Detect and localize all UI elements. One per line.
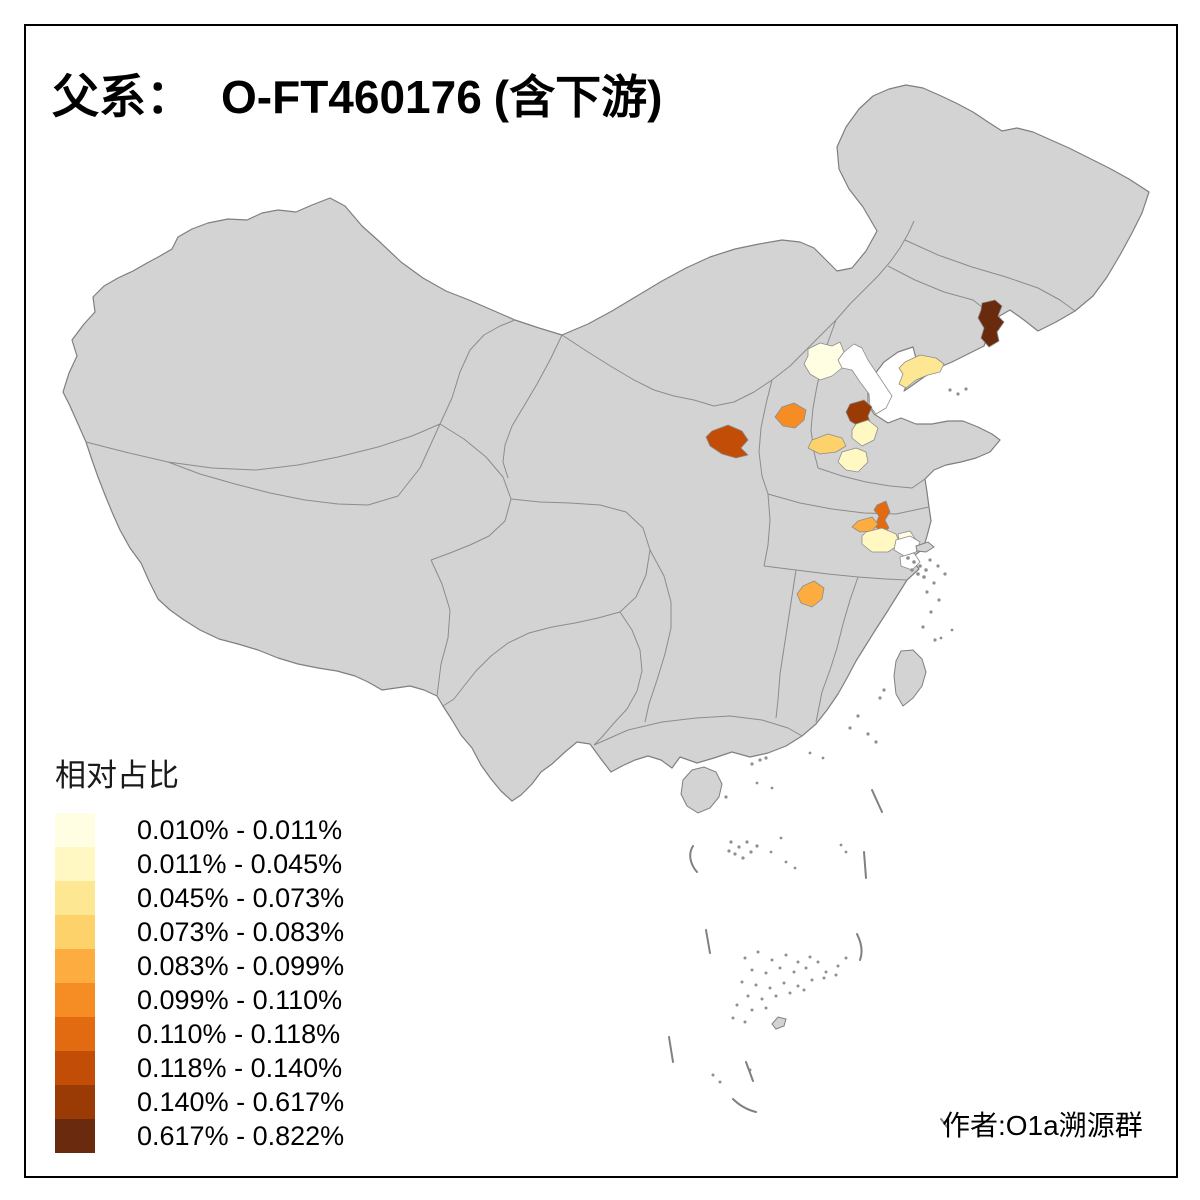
title-prefix: 父系：	[52, 72, 193, 124]
legend-swatch-7	[55, 1017, 95, 1051]
legend-swatch-9	[55, 1085, 95, 1119]
legend-row: 0.617% - 0.822%	[55, 1119, 344, 1153]
legend-label-10: 0.617% - 0.822%	[137, 1121, 345, 1151]
region-shaanxi-north	[705, 424, 749, 459]
legend-label-4: 0.073% - 0.083%	[137, 917, 345, 947]
legend-row: 0.099% - 0.110%	[55, 983, 344, 1017]
province-borders	[85, 220, 1076, 746]
legend-row: 0.073% - 0.083%	[55, 915, 344, 949]
region-liaoning-dalian	[898, 354, 945, 389]
region-shanxi-central	[774, 402, 807, 429]
region-shanghai-area-north	[893, 535, 921, 557]
region-shanghai-area-south	[899, 552, 921, 571]
legend-label-2: 0.011% - 0.045%	[137, 849, 343, 879]
legend-swatch-6	[55, 983, 95, 1017]
legend-row: 0.140% - 0.617%	[55, 1085, 344, 1119]
region-beijing-tianjin-area	[837, 343, 893, 415]
legend-row: 0.110% - 0.118%	[55, 1017, 344, 1051]
title-suffix: (含下游)	[493, 71, 663, 123]
islands	[680, 541, 935, 1030]
region-shandong-west	[807, 433, 847, 455]
hainan-island	[680, 766, 723, 814]
china-mainland	[62, 84, 1150, 802]
region-shandong-central	[837, 447, 869, 473]
taiwan-island	[893, 649, 927, 707]
region-shandong-northcentral	[851, 419, 879, 447]
nine-dash-line-segments	[668, 789, 949, 1129]
title-haplogroup: O-FT460176	[221, 71, 482, 123]
choropleth-regions	[705, 299, 1005, 608]
legend: 相对占比 0.010% - 0.011% 0.011% - 0.045% 0.0…	[55, 750, 344, 1153]
legend-swatch-3	[55, 881, 95, 915]
legend-swatch-10	[55, 1119, 95, 1153]
map-title: 父系： O-FT460176 (含下游)	[52, 58, 662, 127]
legend-label-3: 0.045% - 0.073%	[137, 883, 345, 913]
legend-label-6: 0.099% - 0.110%	[137, 985, 343, 1015]
legend-title: 相对占比	[55, 758, 179, 793]
region-hebei-northwest	[803, 341, 845, 381]
legend-label-7: 0.110% - 0.118%	[137, 1019, 341, 1049]
legend-swatch-8	[55, 1051, 95, 1085]
legend-row: 0.011% - 0.045%	[55, 847, 344, 881]
chongming-island	[915, 541, 935, 553]
region-hubei-central	[796, 580, 825, 608]
author-credit: 作者:O1a溯源群	[942, 1110, 1143, 1141]
legend-row: 0.045% - 0.073%	[55, 881, 344, 915]
region-jiangsu-south	[861, 527, 901, 553]
legend-swatch-5	[55, 949, 95, 983]
south-sea-islet	[771, 1016, 787, 1030]
region-liaoning-east	[977, 299, 1005, 348]
legend-rows: 0.010% - 0.011% 0.011% - 0.045% 0.045% -…	[55, 813, 344, 1153]
legend-swatch-4	[55, 915, 95, 949]
legend-label-8: 0.118% - 0.140%	[137, 1053, 343, 1083]
legend-label-5: 0.083% - 0.099%	[137, 951, 345, 981]
legend-label-9: 0.140% - 0.617%	[137, 1087, 345, 1117]
legend-label-1: 0.010% - 0.011%	[137, 815, 343, 845]
legend-row: 0.118% - 0.140%	[55, 1051, 344, 1085]
legend-swatch-2	[55, 847, 95, 881]
legend-row: 0.010% - 0.011%	[55, 813, 344, 847]
island-dots	[711, 387, 968, 1084]
legend-swatch-1	[55, 813, 95, 847]
legend-row: 0.083% - 0.099%	[55, 949, 344, 983]
